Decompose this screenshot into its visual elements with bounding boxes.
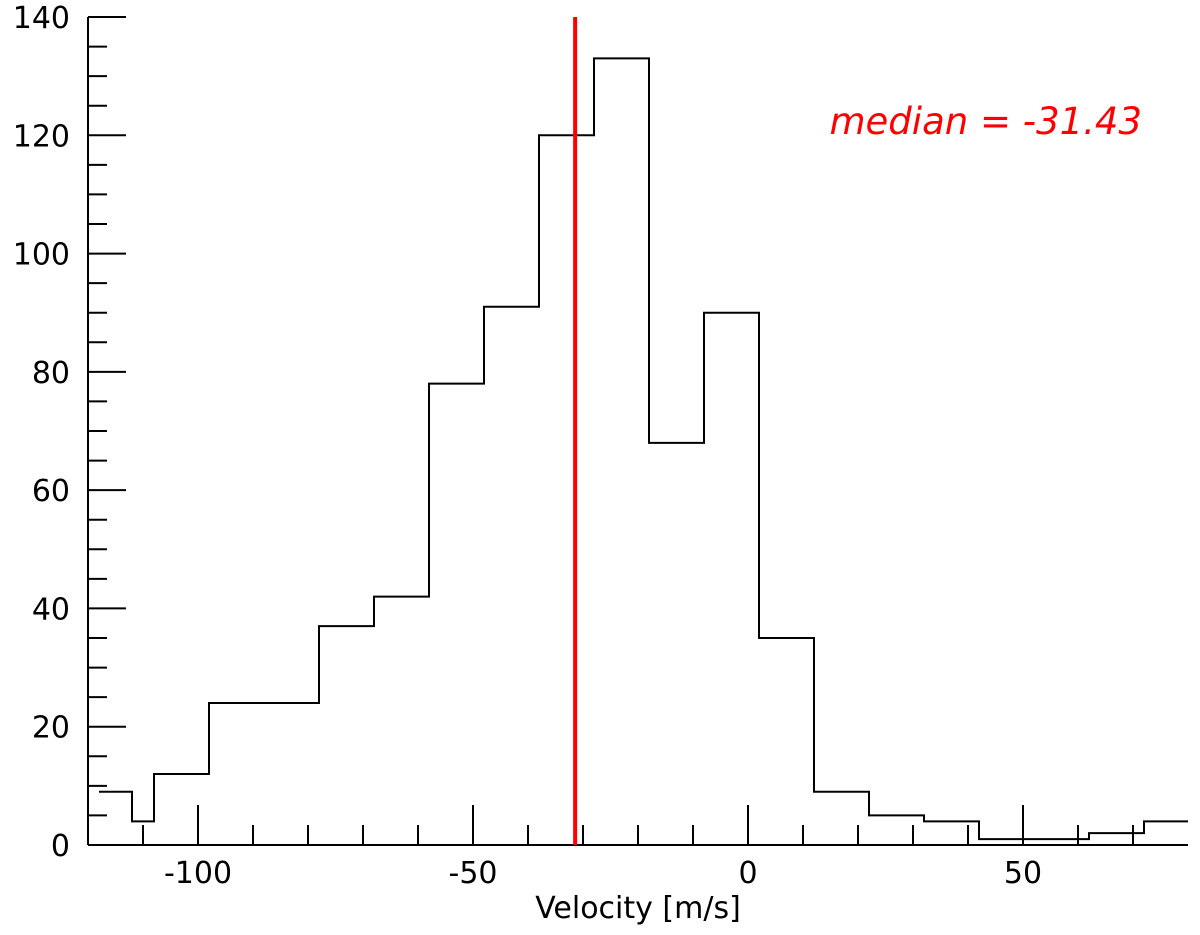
x-axis-label: Velocity [m/s] [535, 891, 741, 926]
y-tick-label: 40 [32, 592, 70, 627]
ticks [88, 16, 1134, 846]
y-tick-label: 60 [32, 474, 70, 509]
y-tick-label: 20 [32, 711, 70, 746]
x-tick-label: -100 [164, 856, 232, 891]
x-tick-label: 50 [1004, 856, 1042, 891]
x-tick-label: 0 [738, 856, 757, 891]
y-tick-label: 100 [13, 238, 70, 273]
y-tick-label: 80 [32, 356, 70, 391]
y-tick-label: 120 [13, 119, 70, 154]
y-tick-label: 140 [13, 1, 70, 36]
x-tick-label: -50 [449, 856, 498, 891]
y-tick-label: 0 [51, 829, 70, 864]
median-annotation: median = -31.43 [830, 100, 1143, 143]
tick-labels: 0 20 40 60 80 100 120 140 -100 -50 0 50 [13, 1, 1042, 891]
histogram-outline [99, 57, 1188, 841]
